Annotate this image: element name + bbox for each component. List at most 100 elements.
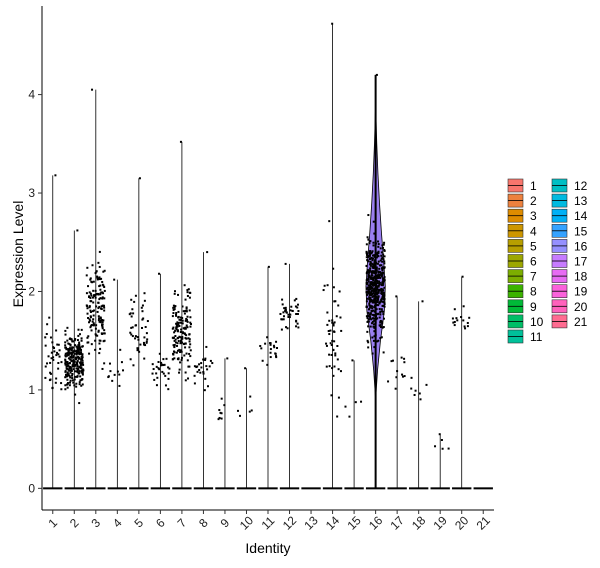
data-point	[78, 402, 81, 405]
data-point	[269, 348, 272, 351]
data-point	[367, 269, 370, 272]
data-point	[369, 306, 372, 309]
data-point	[220, 397, 223, 400]
data-point	[371, 265, 374, 268]
data-point	[158, 368, 161, 371]
data-point	[89, 319, 92, 322]
data-point	[340, 329, 343, 332]
data-point	[290, 305, 293, 308]
data-point	[185, 352, 188, 355]
data-point	[54, 174, 57, 177]
data-point	[80, 328, 83, 331]
violin-group-17	[387, 295, 407, 490]
data-point	[50, 351, 53, 354]
data-point	[440, 438, 443, 441]
data-point	[79, 379, 82, 382]
data-point	[172, 312, 175, 315]
data-point	[66, 378, 69, 381]
data-point	[367, 255, 370, 258]
data-point	[74, 350, 77, 353]
data-point	[421, 300, 424, 303]
data-point	[371, 320, 374, 323]
data-point	[173, 292, 176, 295]
data-point	[374, 294, 377, 297]
data-point	[383, 298, 386, 301]
data-point	[88, 321, 91, 324]
violin-baseline	[193, 487, 214, 490]
data-point	[369, 284, 372, 287]
data-point	[113, 278, 116, 281]
data-point	[438, 433, 441, 436]
data-point	[188, 346, 191, 349]
data-point	[377, 284, 380, 287]
data-point	[78, 370, 81, 373]
data-point	[373, 346, 376, 349]
data-point	[183, 354, 186, 357]
data-point	[67, 353, 70, 356]
data-point	[137, 338, 140, 341]
data-point	[203, 389, 206, 392]
data-point	[187, 337, 190, 340]
data-point	[173, 308, 176, 311]
violin-group-3	[85, 88, 106, 490]
data-point	[337, 304, 340, 307]
data-point	[89, 309, 92, 312]
data-point	[284, 309, 287, 312]
data-point	[160, 364, 163, 367]
data-point	[248, 410, 251, 413]
data-point	[77, 334, 80, 337]
legend-entry: 10	[507, 314, 544, 329]
data-point	[76, 360, 79, 363]
data-point	[365, 256, 368, 259]
data-point	[196, 370, 199, 373]
data-point	[72, 354, 75, 357]
data-point	[92, 280, 95, 283]
data-point	[279, 312, 282, 315]
data-point	[372, 292, 375, 295]
data-point	[287, 315, 290, 318]
x-tick-label: 12	[280, 513, 300, 533]
data-point	[328, 319, 331, 322]
data-point	[48, 316, 51, 319]
data-point	[339, 370, 342, 373]
data-point	[296, 306, 299, 309]
data-point	[75, 350, 78, 353]
data-point	[456, 319, 459, 322]
data-point	[382, 326, 385, 329]
data-point	[177, 323, 180, 326]
data-point	[295, 319, 298, 322]
legend-label: 12	[574, 179, 588, 193]
data-point	[175, 351, 178, 354]
data-point	[99, 288, 102, 291]
data-point	[178, 324, 181, 327]
data-point	[64, 355, 67, 358]
data-point	[86, 336, 89, 339]
data-point	[155, 384, 158, 387]
data-point	[373, 276, 376, 279]
legend-entry: 6	[507, 254, 537, 269]
data-point	[376, 298, 379, 301]
data-point	[382, 246, 385, 249]
data-point	[96, 275, 99, 278]
data-point	[371, 250, 374, 253]
data-point	[80, 362, 83, 365]
data-point	[92, 322, 95, 325]
data-point	[331, 321, 334, 324]
data-point	[372, 325, 375, 328]
violin-baseline	[473, 487, 493, 490]
data-point	[381, 304, 384, 307]
data-point	[158, 352, 161, 355]
data-point	[366, 330, 369, 333]
data-point	[368, 252, 371, 255]
data-point	[200, 362, 203, 365]
data-point	[88, 352, 91, 355]
data-point	[172, 308, 175, 311]
legend-label: 13	[574, 194, 588, 208]
data-point	[206, 368, 209, 371]
data-point	[98, 320, 101, 323]
data-point	[181, 319, 184, 322]
data-point	[94, 333, 97, 336]
data-point	[57, 343, 60, 346]
data-point	[189, 316, 192, 319]
data-point	[101, 324, 104, 327]
